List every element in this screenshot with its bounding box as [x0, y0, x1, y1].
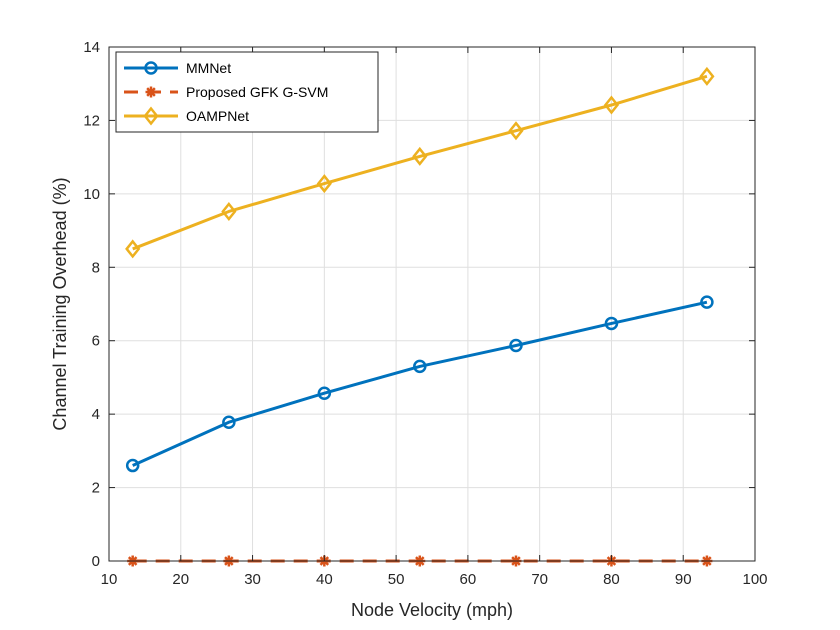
y-tick-label: 10	[83, 186, 100, 203]
series-mmnet	[125, 295, 714, 473]
data-point	[316, 174, 332, 194]
legend-label: Proposed GFK G-SVM	[186, 84, 328, 100]
legend-item: OAMPNet	[124, 106, 249, 126]
data-point	[700, 295, 714, 309]
data-point	[603, 95, 620, 115]
grid	[109, 47, 755, 561]
x-tick-label: 30	[244, 571, 261, 588]
x-axis-title: Node Velocity (mph)	[351, 600, 513, 620]
legend-item: Proposed GFK G-SVM	[124, 84, 328, 100]
x-tick-label: 70	[531, 571, 548, 588]
y-tick-label: 2	[92, 480, 100, 497]
data-point	[125, 458, 140, 473]
data-point	[125, 239, 141, 259]
data-point	[413, 359, 427, 374]
y-tick-label: 0	[92, 553, 100, 570]
asterisk-core	[148, 89, 154, 95]
data-point	[508, 121, 524, 141]
x-tick-label: 10	[101, 571, 118, 588]
legend-marker	[144, 61, 158, 75]
y-tick-label: 12	[83, 112, 100, 129]
x-tick-label: 20	[172, 571, 189, 588]
x-tick-label: 40	[316, 571, 333, 588]
y-axis-title: Channel Training Overhead (%)	[50, 177, 70, 430]
plot-frame	[108, 46, 756, 562]
x-tick-label: 100	[742, 571, 767, 588]
plot-area	[109, 47, 755, 561]
legend-label: MMNet	[186, 60, 231, 76]
y-tick-label: 6	[92, 333, 100, 350]
data-point	[412, 146, 428, 166]
y-tick-label: 8	[92, 259, 100, 276]
series-line	[132, 74, 708, 251]
legend-item: MMNet	[124, 60, 231, 76]
legend: MMNet Proposed GFK G-SVM OAMPNet	[115, 51, 379, 133]
x-tick-label: 90	[675, 571, 692, 588]
y-tick-label: 4	[92, 406, 100, 423]
data-point	[221, 201, 237, 221]
data-point	[317, 386, 332, 400]
x-tick-label: 50	[388, 571, 405, 588]
x-tick-label: 80	[603, 571, 620, 588]
ticks: 10 20 30 40 50 60 70 80 90 100 0 2 4 6 8 10 12 14	[83, 39, 767, 588]
series-line	[132, 300, 708, 467]
data-point	[222, 415, 236, 429]
legend-label: OAMPNet	[186, 108, 249, 124]
data-point	[509, 338, 523, 353]
data-point	[699, 66, 715, 86]
data-point	[604, 316, 619, 331]
y-tick-label: 14	[83, 39, 100, 56]
legend-marker	[143, 106, 159, 126]
series-oampnet	[125, 66, 715, 259]
legend-marker	[145, 86, 157, 98]
x-tick-label: 60	[460, 571, 477, 588]
